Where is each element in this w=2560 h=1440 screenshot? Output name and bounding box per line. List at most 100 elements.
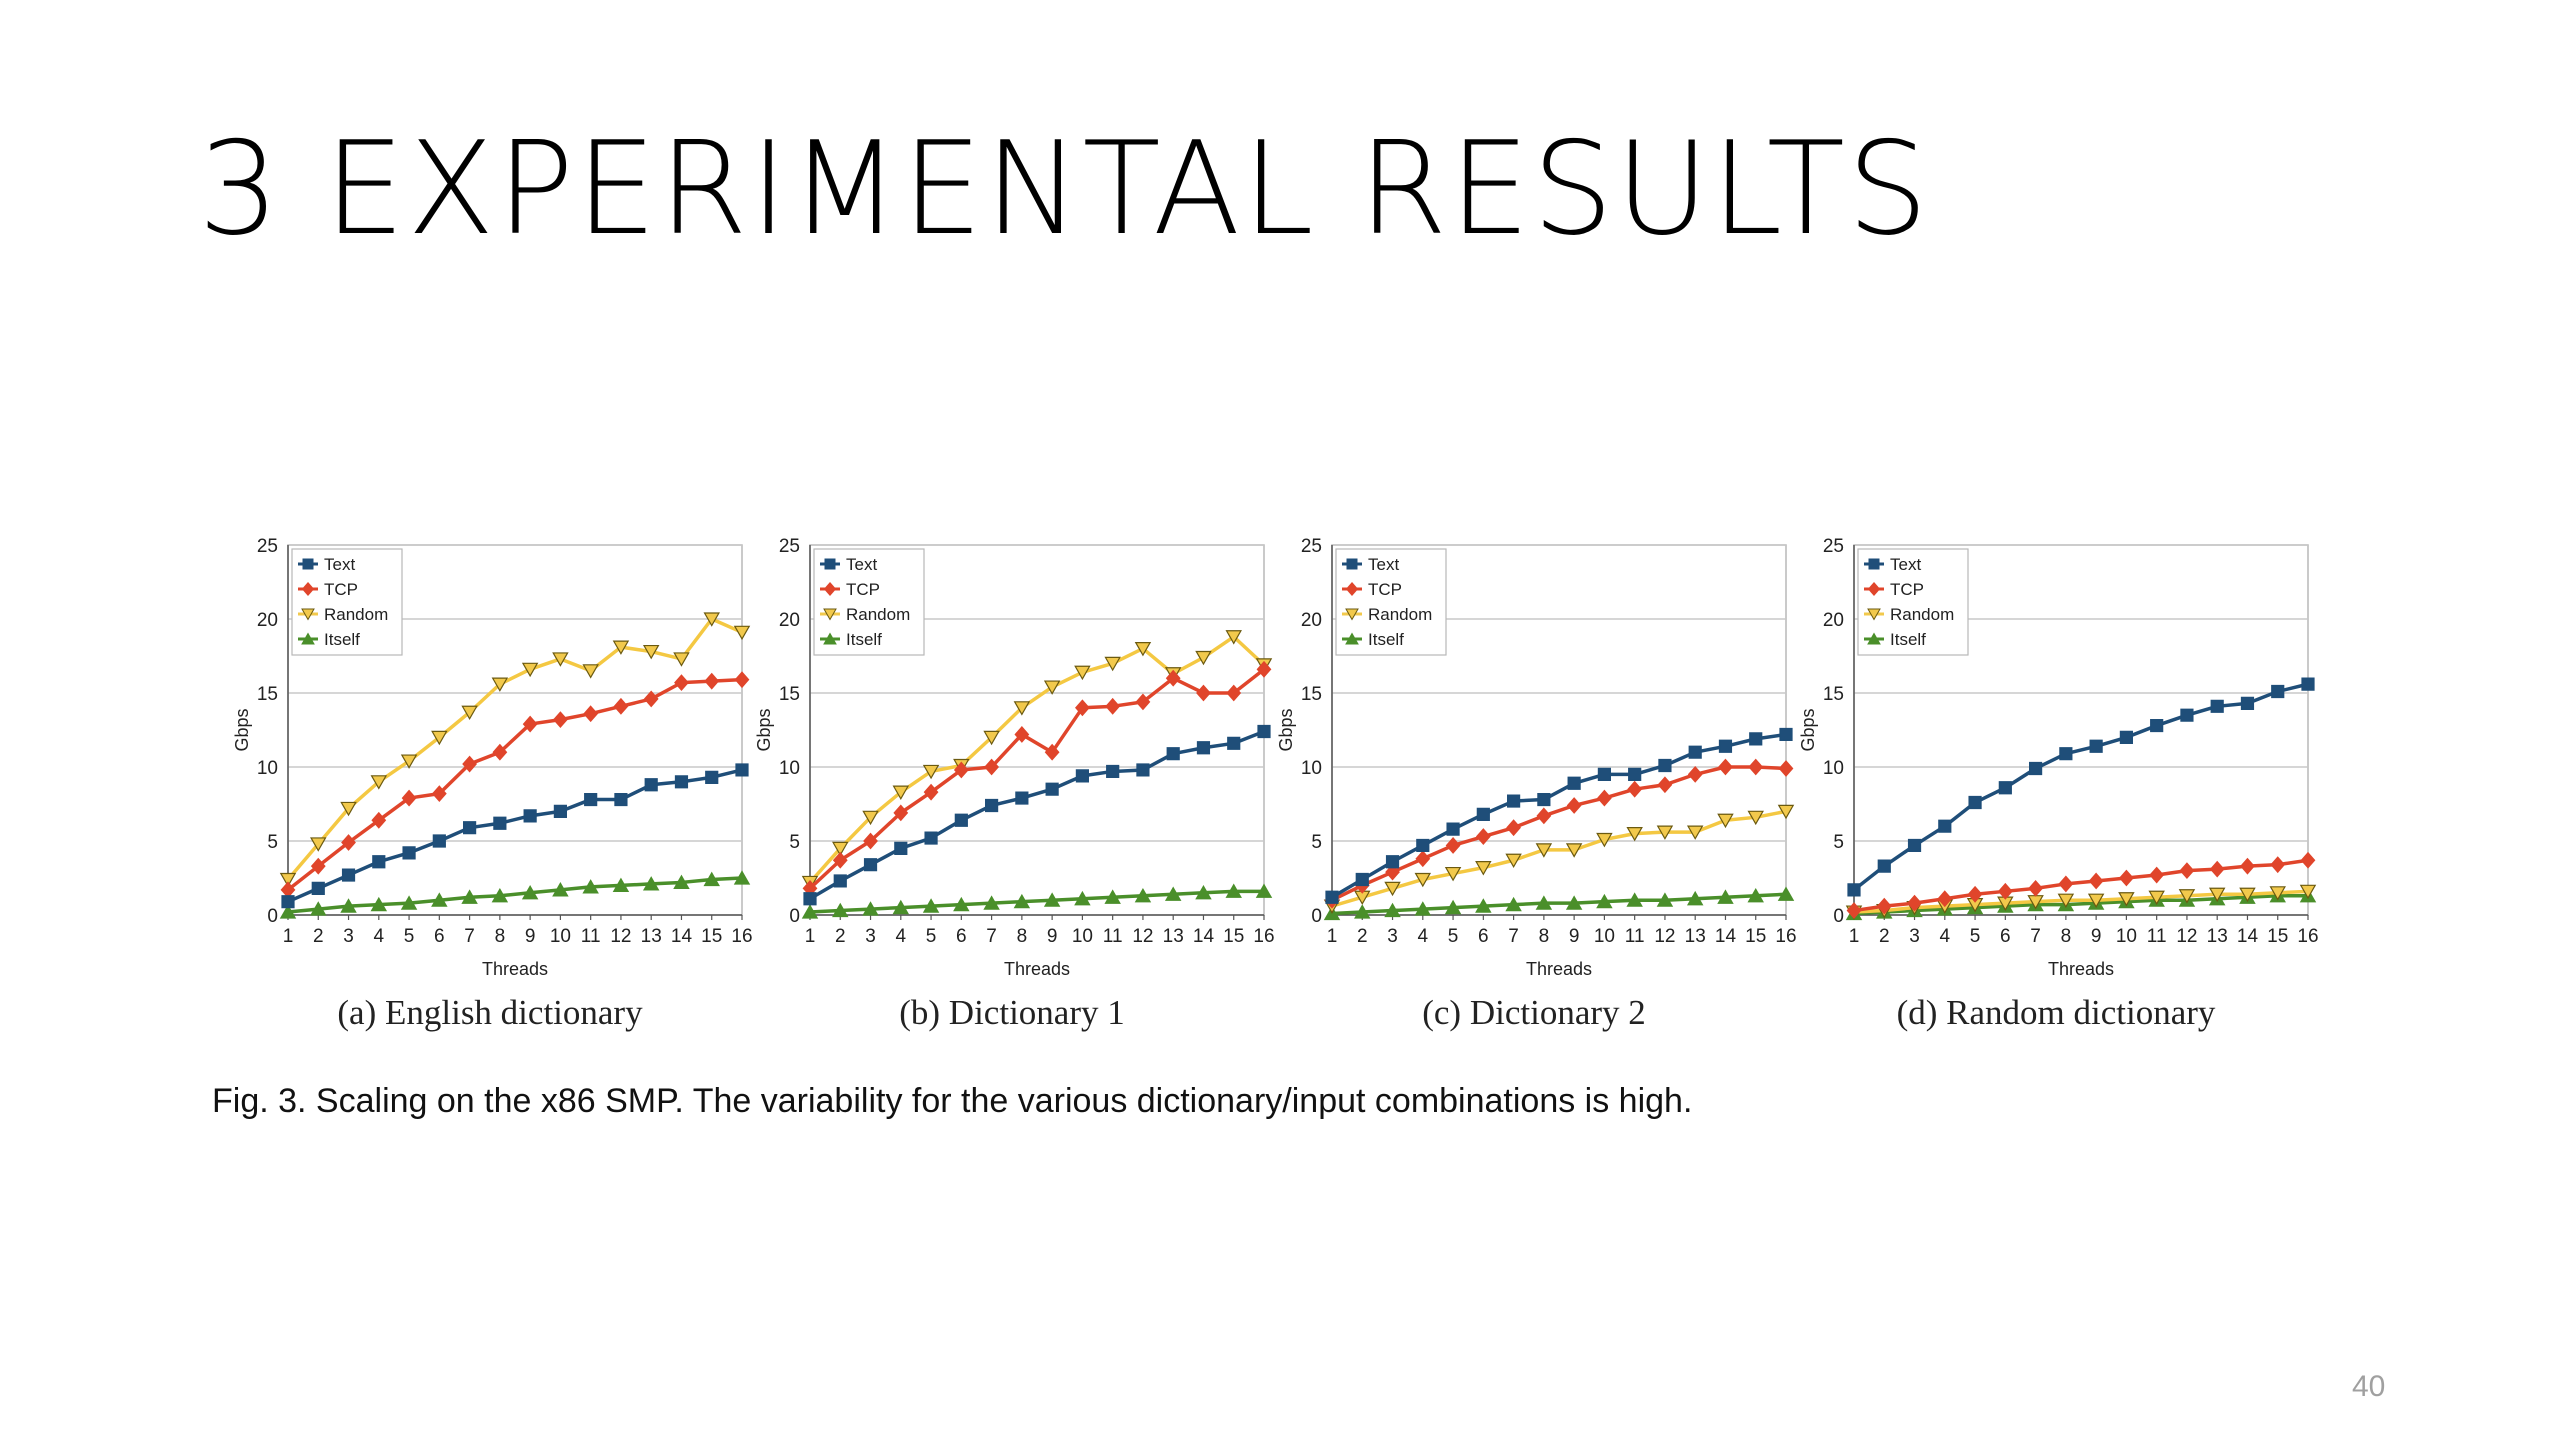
- point-text: [2180, 708, 2194, 722]
- x-tick-label: 5: [926, 926, 937, 947]
- series-text: [1325, 727, 1793, 904]
- point-random: [521, 662, 539, 678]
- series-line-tcp: [1331, 765, 1787, 902]
- y-axis-title: Gbps: [232, 708, 252, 751]
- point-tcp: [1075, 699, 1090, 717]
- x-tick-label: 6: [2000, 926, 2011, 947]
- point-random: [1384, 881, 1401, 897]
- point-itself: [1225, 883, 1242, 898]
- y-tick-label: 10: [779, 758, 800, 779]
- point-tcp: [553, 711, 568, 729]
- point-random: [1747, 810, 1764, 826]
- x-tick-label: 3: [865, 926, 876, 947]
- point-text: [311, 881, 325, 895]
- legend-item-text: Text: [1864, 555, 1921, 574]
- series-random: [1323, 804, 1795, 914]
- y-tick-label: 0: [789, 906, 800, 927]
- x-tick-label: 5: [404, 926, 415, 947]
- point-text: [1597, 767, 1611, 781]
- point-itself: [733, 870, 751, 885]
- point-tcp: [1937, 890, 1953, 908]
- point-random: [1505, 853, 1522, 869]
- point-random: [2148, 890, 2165, 906]
- x-tick-label: 2: [835, 926, 846, 947]
- chart-panel-d: 0 5 10 15 20 25 1 2 3 4 5 6 7 8 9 10 11 12 13 14 15 16 Threads…: [1796, 535, 2319, 1055]
- legend-label: TCP: [1368, 580, 1402, 599]
- point-text: [1749, 732, 1763, 746]
- point-random: [2208, 887, 2226, 903]
- x-axis-title: Threads: [1004, 959, 1070, 979]
- series-itself: [1323, 886, 1795, 921]
- point-tcp: [1475, 828, 1491, 845]
- point-tcp: [704, 672, 720, 690]
- point-text: [1325, 890, 1339, 904]
- x-tick-label: 3: [343, 926, 354, 947]
- point-itself: [370, 896, 388, 912]
- point-itself: [1384, 902, 1401, 918]
- point-itself: [310, 901, 327, 916]
- point-text: [1507, 794, 1521, 808]
- point-itself: [1717, 889, 1734, 904]
- point-tcp: [953, 761, 969, 779]
- y-tick-label: 20: [1301, 610, 1322, 631]
- point-random: [310, 837, 327, 852]
- x-axis-title: Threads: [482, 959, 548, 979]
- point-tcp: [1778, 760, 1794, 777]
- x-tick-label: 13: [1163, 926, 1184, 947]
- x-tick-label: 14: [671, 926, 693, 947]
- point-tcp: [1967, 885, 1983, 903]
- point-tcp: [923, 783, 939, 801]
- x-tick-label: 1: [805, 926, 816, 947]
- point-text: [1166, 747, 1180, 761]
- chart-caption-b: (b) Dictionary 1: [899, 993, 1125, 1032]
- point-text: [1257, 724, 1271, 739]
- y-axis-title: Gbps: [754, 708, 774, 751]
- point-random: [1134, 642, 1152, 657]
- series-text: [281, 763, 749, 909]
- point-text: [1718, 739, 1733, 753]
- point-random: [673, 652, 690, 667]
- point-random: [279, 872, 297, 888]
- series-line-random: [808, 635, 1266, 884]
- legend-label: Itself: [324, 630, 360, 649]
- y-tick-label: 5: [789, 832, 800, 853]
- point-text: [281, 895, 295, 909]
- point-text: [523, 809, 537, 823]
- series-tcp: [802, 660, 1272, 897]
- x-tick-label: 7: [2030, 926, 2041, 947]
- point-tcp: [2149, 866, 2165, 884]
- point-tcp: [583, 705, 599, 723]
- y-tick-label: 15: [1301, 684, 1322, 705]
- point-itself: [521, 884, 539, 900]
- series-line-text: [809, 729, 1265, 901]
- series-line-random: [1853, 889, 2309, 914]
- x-tick-label: 2: [1879, 926, 1890, 947]
- slide-number: 40: [2352, 1370, 2386, 1403]
- series-text: [1847, 677, 2315, 897]
- point-random: [642, 644, 660, 660]
- point-text: [1877, 859, 1891, 873]
- x-tick-label: 8: [2061, 926, 2072, 947]
- point-random: [1626, 827, 1643, 842]
- point-text: [1075, 769, 1089, 783]
- point-text: [614, 792, 628, 807]
- legend-marker: [823, 632, 837, 645]
- point-tcp: [984, 758, 999, 776]
- point-random: [922, 764, 940, 780]
- point-random: [1074, 665, 1091, 681]
- series-tcp: [280, 671, 750, 899]
- point-itself: [642, 876, 660, 891]
- legend-item-random: Random: [1342, 605, 1432, 624]
- point-text: [2210, 699, 2224, 713]
- series-line-itself: [809, 889, 1264, 914]
- point-itself: [431, 892, 448, 907]
- series-line-itself: [1853, 894, 2308, 916]
- point-text: [644, 778, 658, 792]
- point-text: [372, 855, 386, 869]
- point-itself: [1013, 893, 1031, 909]
- point-text: [674, 775, 689, 789]
- point-random: [1475, 861, 1492, 876]
- point-random: [983, 730, 1000, 746]
